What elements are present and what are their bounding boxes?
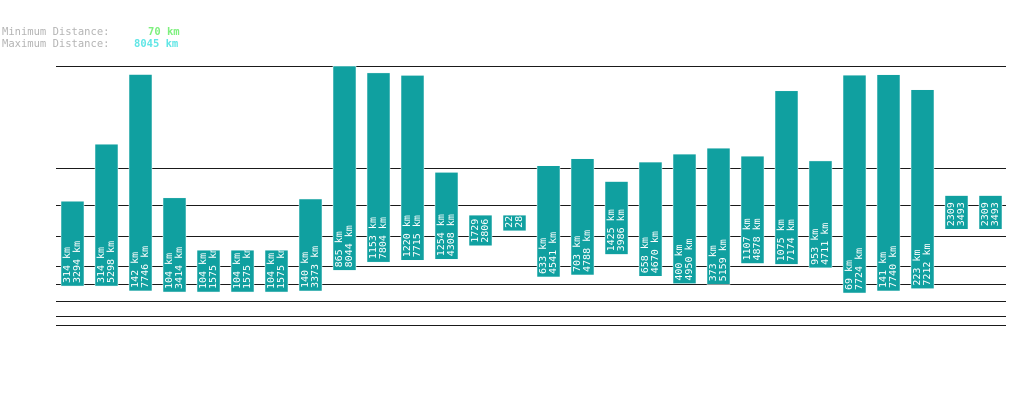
bar-min-label: 69 km (844, 260, 855, 290)
min-distance-label: Minimum Distance: (2, 26, 110, 38)
bar-min-label: 104 km (232, 253, 243, 289)
bar-max-label: 3294 km (72, 241, 83, 283)
bar-min-label: 104 km (266, 253, 277, 289)
range-bar (910, 89, 935, 289)
range-bar (672, 153, 697, 284)
range-bar (196, 249, 221, 293)
range-bar (978, 195, 1003, 230)
bar-max-label: 7804 km (378, 217, 389, 259)
range-bar (332, 65, 357, 271)
bar-min-label: 104 km (164, 253, 175, 289)
bar-max-label: 5159 km (718, 239, 729, 281)
bar-min-label: 141 km (878, 252, 889, 288)
bar-min-label: 2309 (980, 202, 991, 226)
bar-min-label: 223 km (912, 250, 923, 286)
range-bar (60, 200, 85, 287)
range-bar (298, 198, 323, 292)
bar-max-label: 4308 km (446, 214, 457, 256)
range-bar (94, 143, 119, 287)
bar-min-label: 2309 (946, 202, 957, 226)
bar-min-label: 1220 km (402, 215, 413, 257)
range-bar (468, 214, 493, 247)
bar-max-label: 4878 km (752, 218, 763, 260)
bar-max-label: 7174 km (786, 219, 797, 261)
range-bar (128, 74, 153, 292)
bar-max-label: 4711 km (820, 223, 831, 265)
range-bar (264, 249, 289, 293)
range-bar (944, 195, 969, 230)
bar-max-label: 7740 km (888, 246, 899, 288)
range-bar (842, 74, 867, 294)
bar-max-label: 7724 km (854, 248, 865, 290)
bar-min-label: 1075 km (776, 219, 787, 261)
bar-max-label: 3493 (956, 202, 967, 226)
range-bar (434, 172, 459, 260)
bar-min-label: 314 km (96, 247, 107, 283)
bar-min-label: 104 km (198, 253, 209, 289)
bar-min-label: 1254 km (436, 214, 447, 256)
range-bar (638, 161, 663, 277)
max-distance-label: Maximum Distance: (2, 38, 110, 50)
bars-group: 314 km 3294 km 314 km 5298 km 142 km 7746 km 1… (60, 65, 1003, 294)
bar-max-label: 7212 km (922, 243, 933, 285)
bar-max-label: 3414 km (174, 247, 185, 289)
bar-min-label: 865 km (334, 231, 345, 267)
range-bar (876, 74, 901, 292)
range-bar (604, 181, 629, 255)
bar-min-label: 314 km (62, 247, 73, 283)
range-bar (774, 90, 799, 265)
bar-max-label: 1575 km (276, 247, 287, 289)
bar-max-label: 8044 km (344, 225, 355, 267)
bar-max-label: 4670 km (650, 231, 661, 273)
range-bar (740, 155, 765, 264)
bar-min-label: 1153 km (368, 217, 379, 259)
bar-max-label: 4788 km (582, 230, 593, 272)
bar-min-label: 373 km (708, 245, 719, 281)
max-distance-value: 8045 km (134, 38, 179, 50)
min-distance-value: 70 km (148, 26, 180, 38)
range-bar (536, 165, 561, 278)
bar-min-label: 953 km (810, 229, 821, 265)
bar-max-label: 3986 km (616, 209, 627, 251)
bar-max-label: 4950 km (684, 238, 695, 280)
bar-max-label: 1575 km (242, 247, 253, 289)
range-bar (366, 72, 391, 263)
bar-min-label: 633 km (538, 238, 549, 274)
bar-max-label: 28 (514, 216, 525, 228)
bar-max-label: 3493 (990, 202, 1001, 226)
bar-max-label: 7715 km (412, 215, 423, 257)
bar-min-label: 703 km (572, 236, 583, 272)
bar-min-label: 1425 km (606, 209, 617, 251)
range-bar (502, 214, 527, 232)
range-bar (570, 158, 595, 276)
range-bar (230, 249, 255, 293)
min-distance-row: Minimum Distance: 70 km (2, 26, 180, 38)
range-bar (400, 75, 425, 261)
range-bar (162, 197, 187, 293)
bar-max-label: 4541 km (548, 232, 559, 274)
bar-min-label: 1107 km (742, 218, 753, 260)
bar-max-label: 2806 (480, 219, 491, 243)
bar-min-label: 1729 (470, 219, 481, 243)
bar-min-label: 658 km (640, 237, 651, 273)
bar-min-label: 142 km (130, 252, 141, 288)
range-bar (808, 160, 833, 269)
bar-min-label: 400 km (674, 244, 685, 280)
bar-min-label: 22 (504, 216, 515, 228)
bar-min-label: 140 km (300, 252, 311, 288)
bar-max-label: 3373 km (310, 246, 321, 288)
bar-max-label: 5298 km (106, 241, 117, 283)
bar-max-label: 1575 km (208, 247, 219, 289)
range-bar (706, 147, 731, 285)
max-distance-row: Maximum Distance: 8045 km (2, 38, 178, 50)
bar-max-label: 7746 km (140, 246, 151, 288)
